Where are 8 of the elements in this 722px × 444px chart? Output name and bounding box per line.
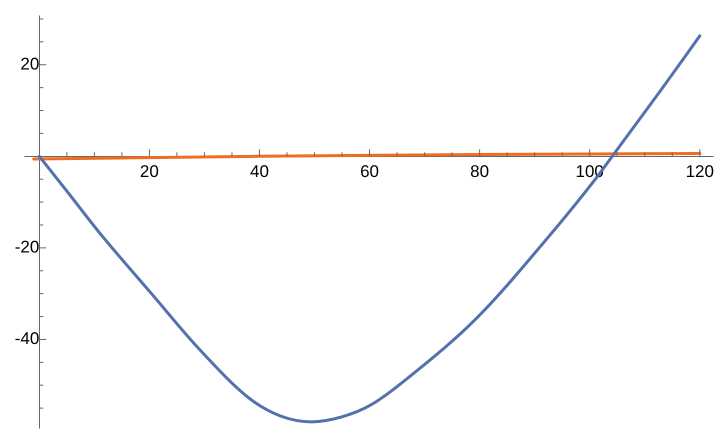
x-tick-label: 80 — [470, 162, 490, 182]
y-tick-label: -40 — [14, 329, 40, 348]
y-tick-label: -20 — [14, 238, 40, 257]
x-tick-label: 60 — [360, 162, 380, 182]
x-tick-label: 40 — [250, 162, 269, 182]
x-tick-label: 120 — [686, 162, 714, 182]
x-tick-label: 20 — [140, 162, 159, 182]
y-tick-label: 20 — [20, 54, 40, 74]
